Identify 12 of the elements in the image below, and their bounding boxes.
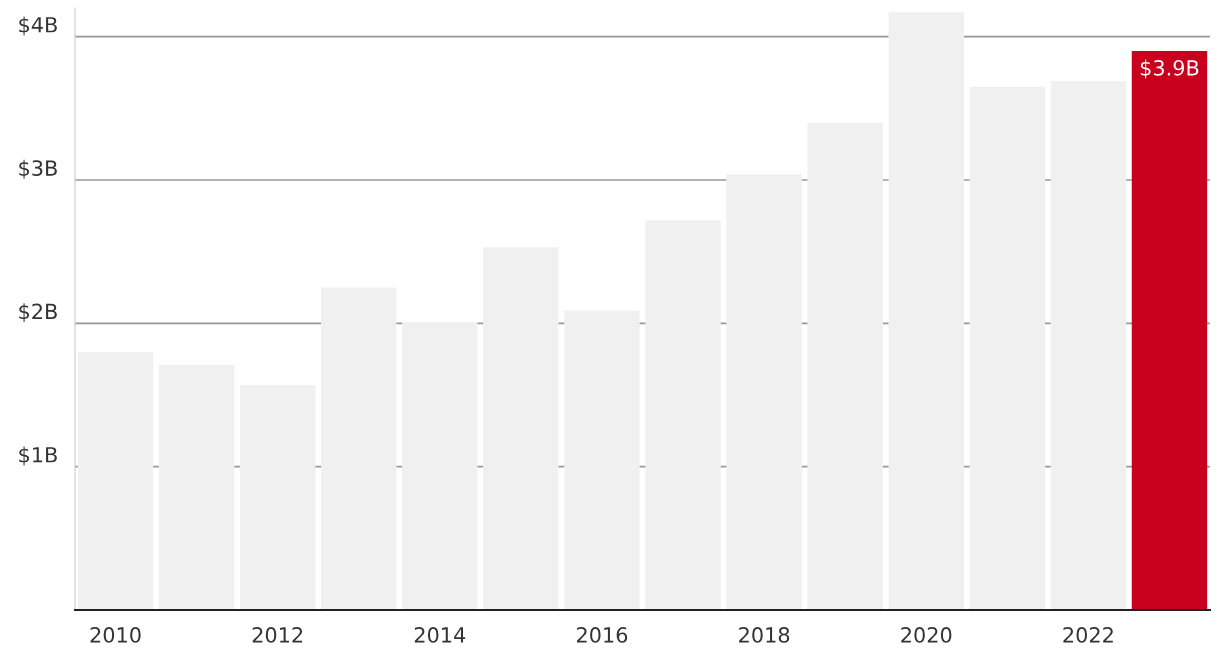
x-tick-label: 2010 [90,627,141,643]
x-tick-label: 2016 [576,627,628,643]
x-tick-label: 2022 [1063,627,1113,643]
y-tick-label: $3B [19,159,57,179]
data-label: $3.9B [1140,59,1199,79]
y-tick-label: $4B [19,16,57,36]
y-tick-label: $1B [19,446,57,466]
x-tick-label: 2014 [414,627,466,643]
x-tick-label: 2018 [739,627,790,643]
x-tick-label: 2012 [252,627,303,643]
x-tick-label: 2020 [901,627,952,643]
y-tick-label: $2B [19,303,57,323]
